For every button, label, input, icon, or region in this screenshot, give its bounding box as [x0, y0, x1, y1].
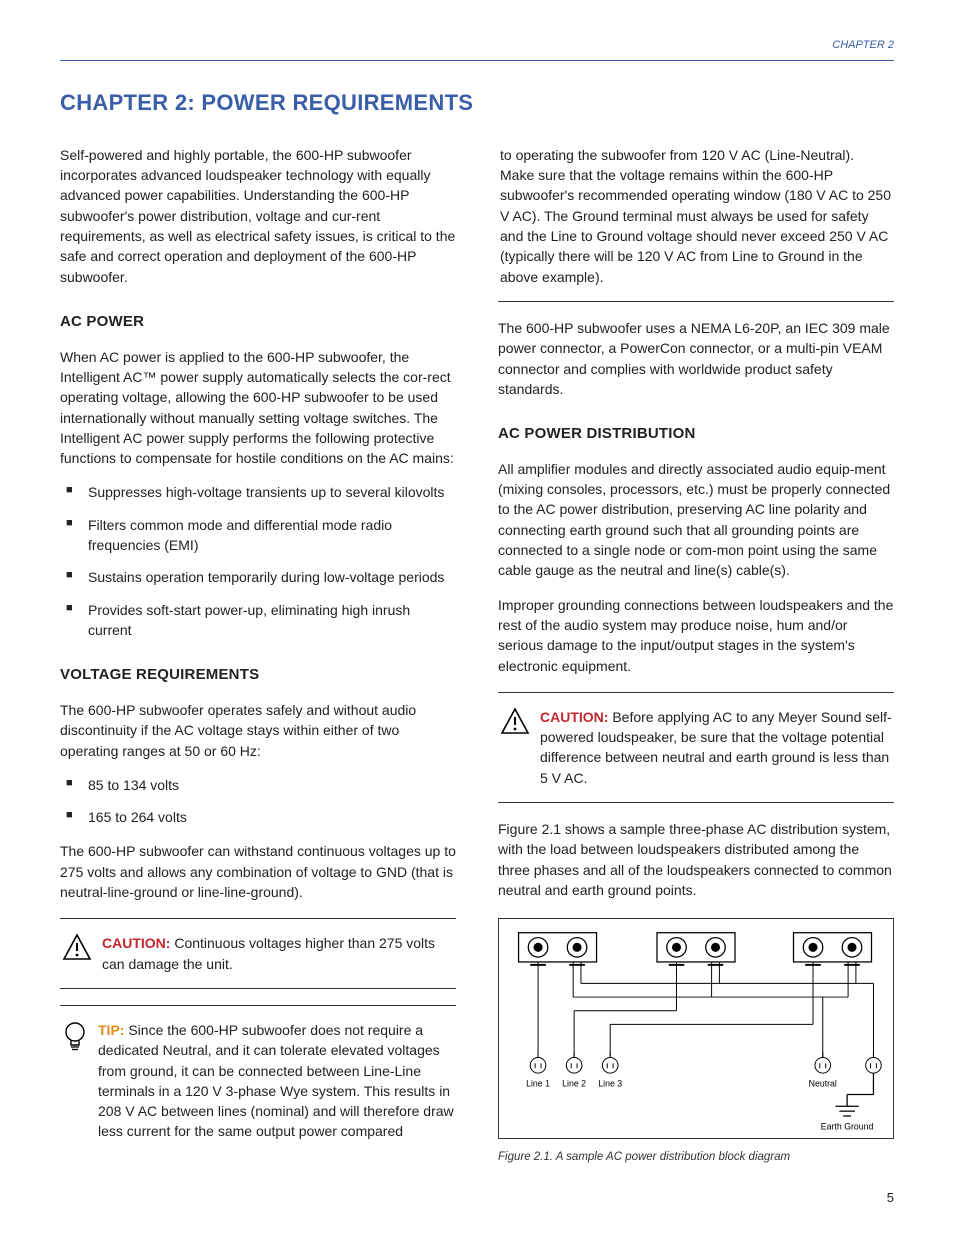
caution-label: CAUTION: [540, 709, 608, 725]
two-column-layout: Self-powered and highly portable, the 60… [60, 145, 894, 1166]
left-column: Self-powered and highly portable, the 60… [60, 145, 456, 1166]
figure-2-1: Line 1 Line 2 Line 3 Neutral Earth Groun… [498, 918, 894, 1139]
tip-continued-text: to operating the subwoofer from 120 V AC… [500, 147, 891, 285]
tip-text: TIP: Since the 600-HP subwoofer does not… [98, 1020, 454, 1142]
ac-power-heading: AC POWER [60, 311, 456, 333]
intro-paragraph: Self-powered and highly portable, the 60… [60, 145, 456, 287]
voltage-paragraph-2: The 600-HP subwoofer can withstand conti… [60, 841, 456, 902]
tip-label: TIP: [98, 1022, 124, 1038]
voltage-heading: VOLTAGE REQUIREMENTS [60, 664, 456, 686]
voltage-list: 85 to 134 volts 165 to 264 volts [60, 775, 456, 828]
caution-callout-2: CAUTION: Before applying AC to any Meyer… [498, 692, 894, 803]
running-header: CHAPTER 2 [60, 38, 894, 61]
list-item: Filters common mode and differential mod… [66, 515, 456, 556]
figure-caption: Figure 2.1. A sample AC power distributi… [498, 1149, 894, 1166]
tip-body: Since the 600-HP subwoofer does not requ… [98, 1022, 454, 1139]
ac-power-list: Suppresses high-voltage transients up to… [60, 482, 456, 640]
lightbulb-icon [62, 1020, 88, 1054]
tip-callout: TIP: Since the 600-HP subwoofer does not… [60, 1005, 456, 1142]
connector-paragraph: The 600-HP subwoofer uses a NEMA L6-20P,… [498, 318, 894, 399]
ac-distribution-paragraph-1: All amplifier modules and directly assoc… [498, 459, 894, 581]
label-neutral: Neutral [809, 1079, 837, 1089]
list-item: 85 to 134 volts [66, 775, 456, 795]
caution-callout-1: CAUTION: Continuous voltages higher than… [60, 918, 456, 989]
voltage-paragraph-1: The 600-HP subwoofer operates safely and… [60, 700, 456, 761]
warning-icon [62, 933, 92, 961]
right-column: to operating the subwoofer from 120 V AC… [498, 145, 894, 1166]
label-line3: Line 3 [598, 1079, 622, 1089]
list-item: 165 to 264 volts [66, 807, 456, 827]
list-item: Sustains operation temporarily during lo… [66, 567, 456, 587]
label-line1: Line 1 [526, 1079, 550, 1089]
caution-text: CAUTION: Before applying AC to any Meyer… [540, 707, 892, 788]
tip-callout-continued: to operating the subwoofer from 120 V AC… [498, 145, 894, 302]
page-number: 5 [60, 1189, 894, 1208]
warning-icon [500, 707, 530, 735]
label-earth: Earth Ground [821, 1122, 874, 1132]
figure-intro-paragraph: Figure 2.1 shows a sample three-phase AC… [498, 819, 894, 900]
label-line2: Line 2 [562, 1079, 586, 1089]
list-item: Provides soft-start power-up, eliminatin… [66, 600, 456, 641]
caution-text: CAUTION: Continuous voltages higher than… [102, 933, 454, 974]
caution-label: CAUTION: [102, 935, 170, 951]
chapter-title: CHAPTER 2: POWER REQUIREMENTS [60, 87, 894, 119]
ac-distribution-paragraph-2: Improper grounding connections between l… [498, 595, 894, 676]
ac-distribution-diagram: Line 1 Line 2 Line 3 Neutral Earth Groun… [501, 921, 891, 1136]
list-item: Suppresses high-voltage transients up to… [66, 482, 456, 502]
ac-power-paragraph: When AC power is applied to the 600-HP s… [60, 347, 456, 469]
ac-distribution-heading: AC POWER DISTRIBUTION [498, 423, 894, 445]
